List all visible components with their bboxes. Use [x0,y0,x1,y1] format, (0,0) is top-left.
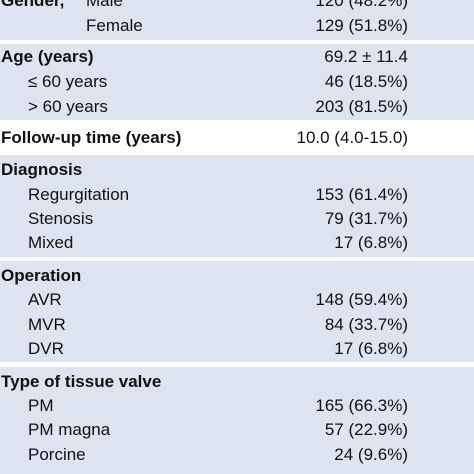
tissue-valve-row-value: 57 (22.9%) [324,420,408,439]
age-row-value: 203 (81.5%) [315,97,408,116]
diagnosis-row-value: 17 (6.8%) [334,233,408,252]
age-row-label: > 60 years [28,97,108,116]
age-label: Age (years) [1,47,94,66]
tissue-valve-row: PM magna 57 (22.9%) [0,417,474,442]
diagnosis-section: Diagnosis Regurgitation 153 (61.4%) Sten… [0,155,474,257]
operation-row-label: MVR [28,315,66,334]
tissue-valve-header-row: Type of tissue valve [0,369,474,394]
diagnosis-header-row: Diagnosis [0,157,474,182]
diagnosis-row-label: Mixed [28,233,74,252]
age-row: > 60 years 203 (81.5%) [0,94,474,119]
diagnosis-row: Mixed 17 (6.8%) [0,230,474,255]
diagnosis-row-label: Regurgitation [28,185,130,204]
operation-row: AVR 148 (59.4%) [0,287,474,312]
gender-male-value: 120 (48.2%) [315,0,408,10]
age-row-value: 46 (18.5%) [324,72,408,91]
operation-section: Operation AVR 148 (59.4%) MVR 84 (33.7%)… [0,261,474,362]
tissue-valve-row-label: PM [28,396,54,415]
gender-male-label: Male [86,0,123,10]
followup-label: Follow-up time (years) [1,128,182,147]
diagnosis-row-value: 153 (61.4%) [315,185,408,204]
diagnosis-label: Diagnosis [1,160,83,179]
operation-header-row: Operation [0,263,474,288]
operation-row: DVR 17 (6.8%) [0,336,474,361]
operation-row-value: 148 (59.4%) [315,290,408,309]
age-row-label: ≤ 60 years [28,72,108,91]
tissue-valve-row-value: 165 (66.3%) [315,396,408,415]
operation-row-label: DVR [28,339,64,358]
gender-female-row: Female 129 (51.8%) [0,13,474,38]
diagnosis-row-value: 79 (31.7%) [324,209,408,228]
gender-label: Gender, [1,0,65,10]
tissue-valve-row-label: PM magna [28,420,111,439]
operation-row-value: 17 (6.8%) [334,339,408,358]
gender-male-row: Gender, Male 120 (48.2%) [0,0,474,13]
age-value: 69.2 ± 11.4 [324,47,408,66]
operation-label: Operation [1,266,82,285]
followup-value: 10.0 (4.0-15.0) [296,128,408,147]
followup-row: Follow-up time (years) 10.0 (4.0-15.0) [0,125,474,150]
tissue-valve-row-value: 24 (9.6%) [334,445,408,464]
operation-row-label: AVR [28,290,62,309]
gender-female-value: 129 (51.8%) [315,16,408,35]
diagnosis-row: Stenosis 79 (31.7%) [0,206,474,231]
tissue-valve-row: PM 165 (66.3%) [0,393,474,418]
diagnosis-row: Regurgitation 153 (61.4%) [0,182,474,207]
operation-row: MVR 84 (33.7%) [0,312,474,337]
gender-section: Gender, Male 120 (48.2%) Female 129 (51.… [0,0,474,40]
tissue-valve-row-label: Porcine [28,445,86,464]
operation-row-value: 84 (33.7%) [324,315,408,334]
age-row: ≤ 60 years 46 (18.5%) [0,69,474,94]
tissue-valve-row: Porcine 24 (9.6%) [0,442,474,467]
gender-female-label: Female [86,16,143,35]
tissue-valve-section: Type of tissue valve PM 165 (66.3%) PM m… [0,367,474,474]
age-header-row: Age (years) 69.2 ± 11.4 [0,44,474,69]
tissue-valve-label: Type of tissue valve [1,372,162,391]
age-section: Age (years) 69.2 ± 11.4 ≤ 60 years 46 (1… [0,44,474,120]
diagnosis-row-label: Stenosis [28,209,94,228]
